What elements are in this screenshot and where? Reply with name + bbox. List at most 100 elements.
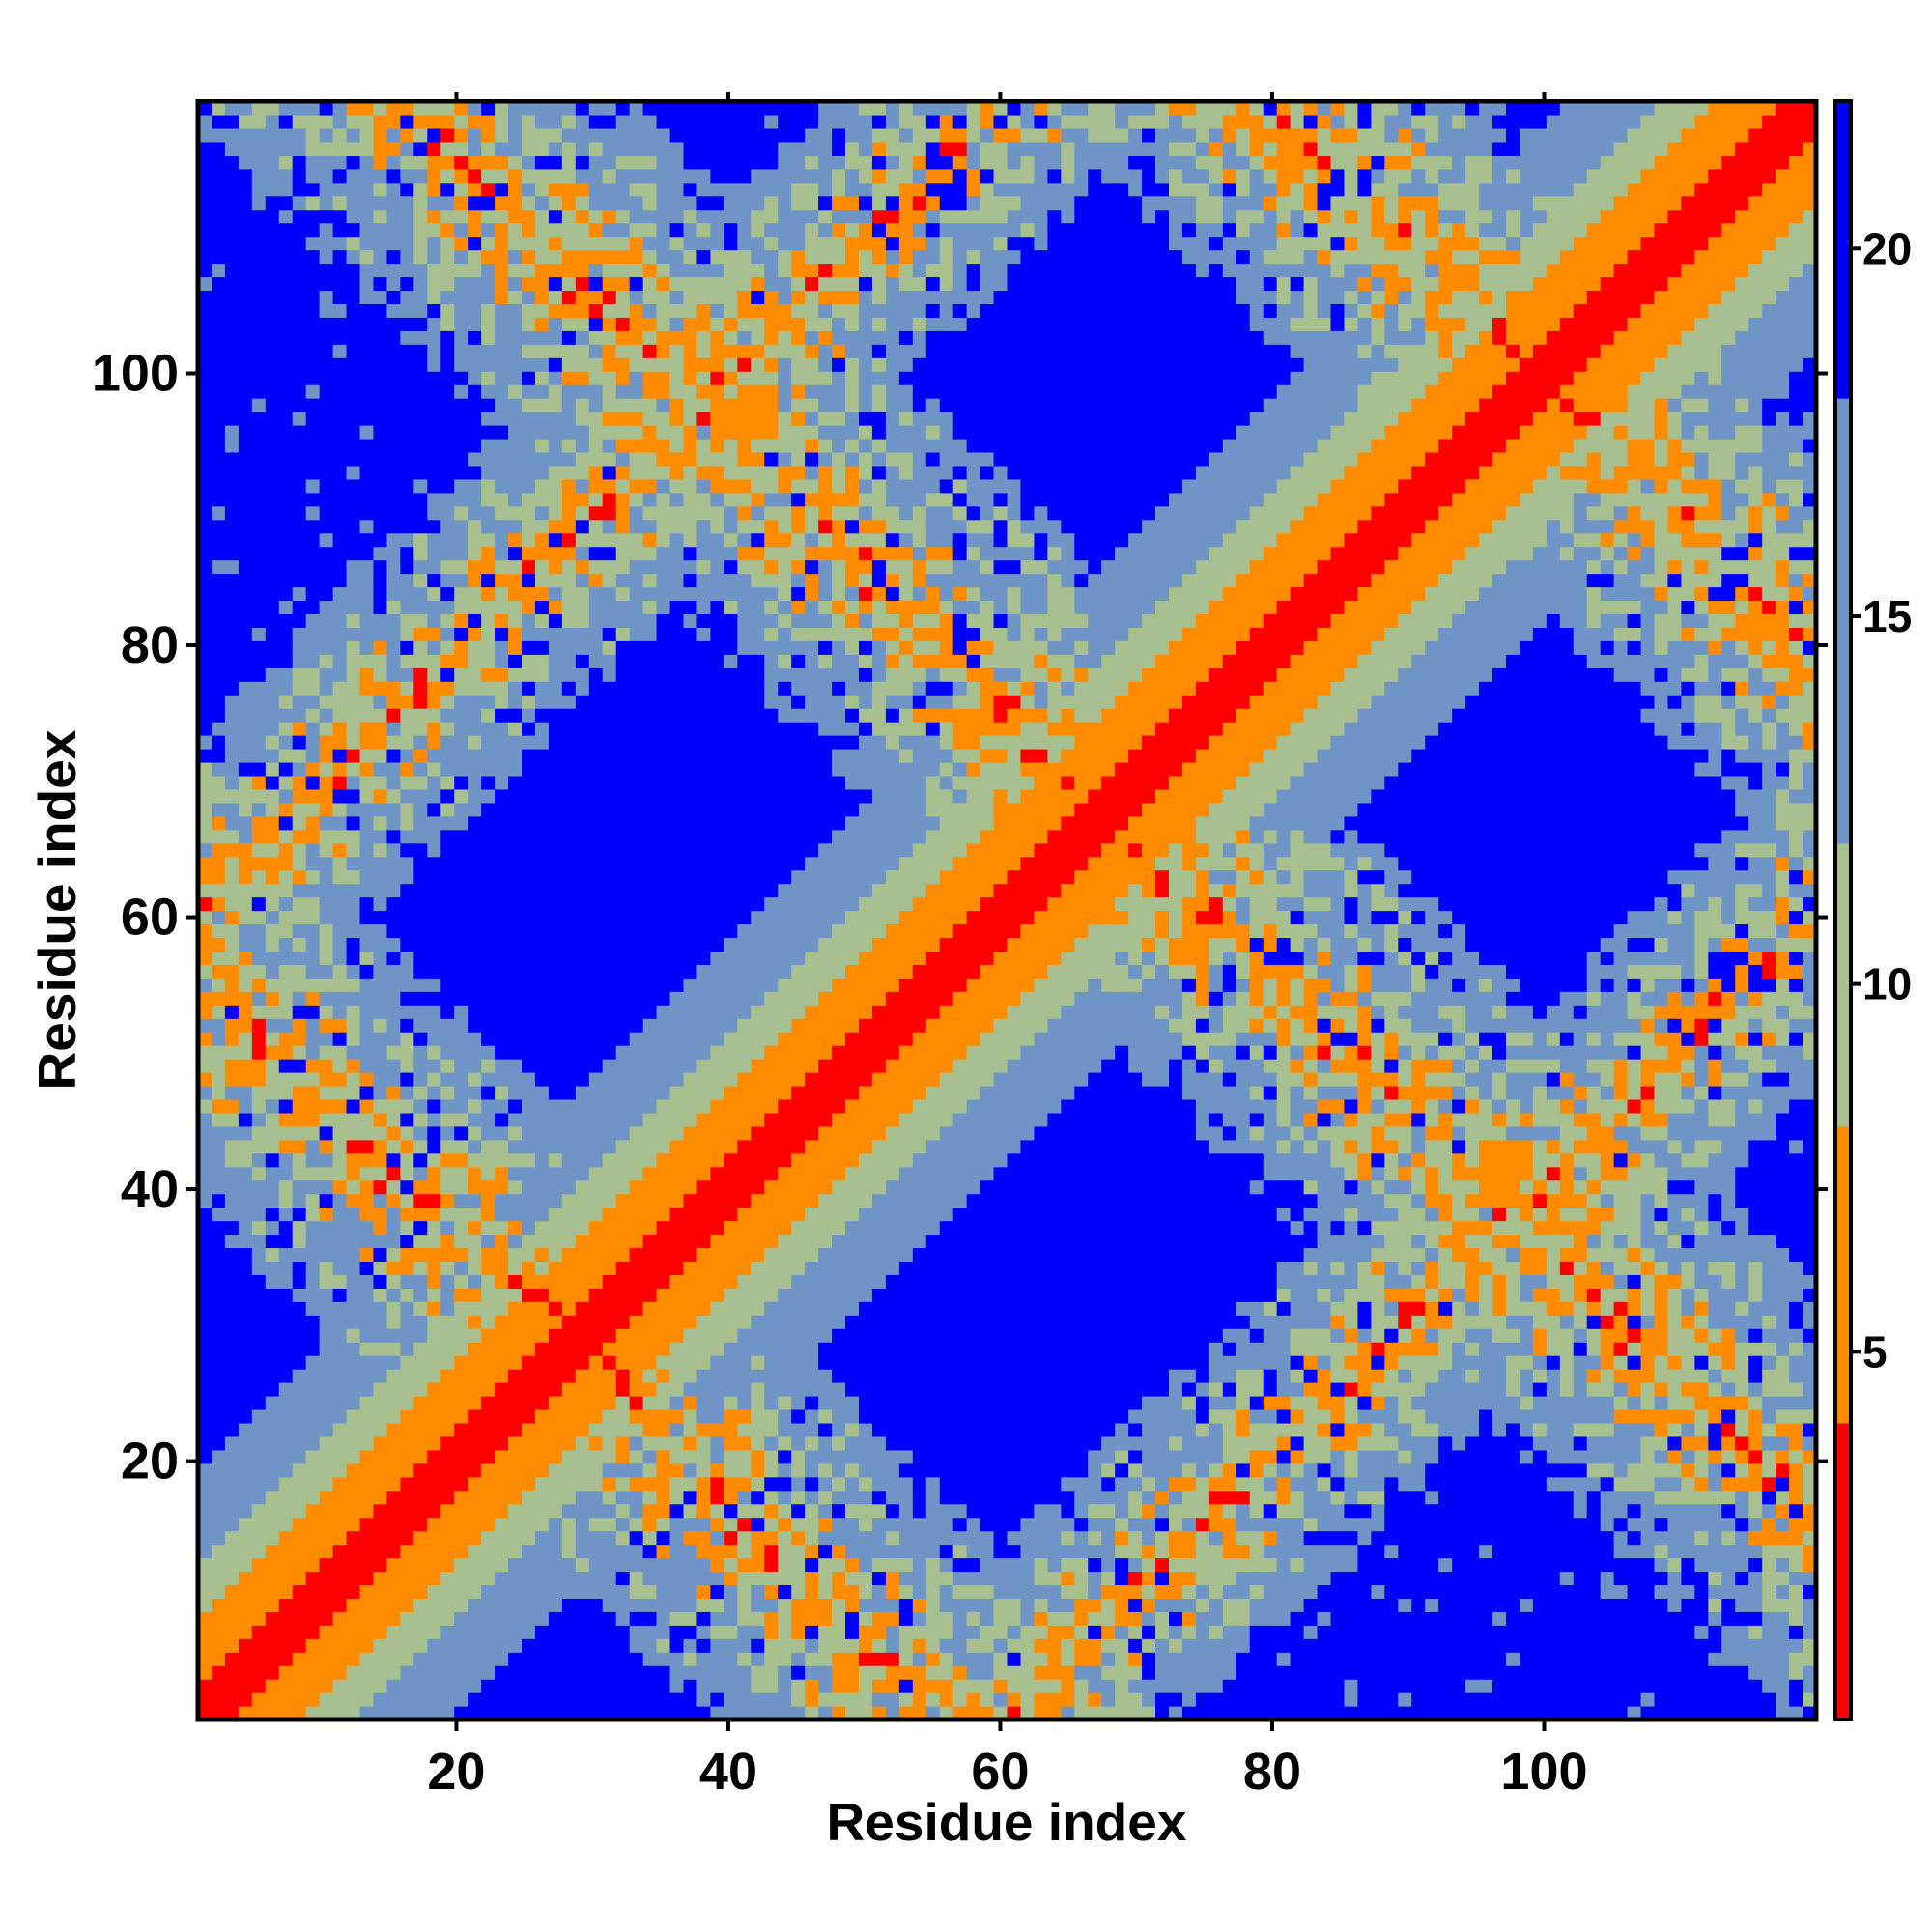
heatmap-cell [495,1611,509,1626]
heatmap-cell [319,317,334,331]
heatmap-cell [346,1503,361,1519]
heatmap-cell [656,1382,671,1397]
heatmap-cell [522,412,536,426]
heatmap-cell [575,1072,590,1087]
heatmap-cell [468,1490,482,1505]
heatmap-cell [522,586,536,602]
heatmap-cell [251,991,267,1006]
heatmap-cell [468,1625,482,1639]
heatmap-cell [413,735,428,750]
heatmap-cell [561,573,577,588]
heatmap-cell [454,1207,469,1222]
heatmap-cell [615,505,631,521]
heatmap-cell [737,1355,752,1370]
heatmap-cell [561,735,577,750]
heatmap-cell [427,883,441,898]
heatmap-cell [359,168,375,184]
heatmap-cell [427,923,441,939]
heatmap-cell [278,384,294,399]
heatmap-cell [292,559,307,575]
heatmap-cell [238,344,253,358]
heatmap-cell [386,1125,401,1141]
heatmap-cell [575,546,590,561]
heatmap-cell [305,412,321,426]
heatmap-cell [211,249,226,265]
heatmap-cell [629,532,644,548]
heatmap-cell [575,412,590,426]
heatmap-cell [468,1571,482,1586]
heatmap-cell [440,869,455,885]
heatmap-cell [224,128,240,143]
heatmap-cell [305,883,321,898]
heatmap-cell [710,829,724,844]
heatmap-cell [305,1328,321,1343]
heatmap-cell [440,761,455,777]
heatmap-cell [346,573,361,588]
heatmap-cell [548,1207,563,1222]
heatmap-cell [211,761,226,777]
heatmap-cell [224,883,240,898]
heatmap-cell [575,1679,590,1693]
heatmap-cell [495,1571,509,1586]
heatmap-cell [481,1247,496,1263]
heatmap-cell [454,708,469,723]
heatmap-cell [588,749,604,763]
heatmap-cell [588,182,604,197]
heatmap-cell [561,1435,577,1451]
heatmap-cell [454,883,469,898]
heatmap-cell [561,1125,577,1141]
heatmap-cell [602,815,617,831]
heatmap-cell [468,101,482,116]
heatmap-cell [724,330,738,345]
heatmap-cell [265,991,280,1006]
heatmap-cell [534,330,550,345]
heatmap-cell [481,128,496,143]
heatmap-cell [588,829,604,844]
heatmap-cell [373,1530,388,1546]
heatmap-cell [278,222,294,238]
heatmap-cell [346,842,361,858]
heatmap-cell [359,923,375,939]
heatmap-cell [629,249,644,265]
heatmap-cell [588,1625,604,1639]
heatmap-cell [319,398,334,412]
heatmap-cell [534,155,550,170]
heatmap-cell [669,168,685,184]
heatmap-cell [251,357,267,372]
heatmap-cell [454,735,469,750]
heatmap-cell [346,1288,361,1302]
heatmap-cell [265,1045,280,1060]
heatmap-cell [427,937,441,952]
heatmap-cell [696,371,712,385]
heatmap-cell [602,586,617,602]
heatmap-cell [305,613,321,628]
heatmap-cell [642,263,658,278]
heatmap-cell [669,209,685,224]
heatmap-cell [575,1544,590,1559]
heatmap-cell [548,532,563,548]
heatmap-cell [588,465,604,480]
heatmap-cell [440,195,455,211]
heatmap-cell [319,344,334,358]
heatmap-cell [737,1072,752,1087]
heatmap-cell [400,155,414,170]
heatmap-cell [400,1342,414,1356]
heatmap-cell [534,735,550,750]
heatmap-cell [615,1382,631,1397]
heatmap-cell [400,1355,414,1370]
heatmap-cell [737,1085,752,1100]
heatmap-cell [440,627,455,641]
heatmap-cell [669,668,685,682]
heatmap-cell [292,1085,307,1100]
heatmap-cell [305,586,321,602]
heatmap-cell [575,586,590,602]
heatmap-cell [305,344,321,358]
heatmap-cell [629,815,644,831]
heatmap-cell [561,492,577,507]
heatmap-cell [359,1152,375,1168]
heatmap-cell [615,1463,631,1478]
heatmap-cell [238,317,253,331]
heatmap-cell [319,1584,334,1599]
heatmap-cell [508,681,523,696]
heatmap-cell [602,330,617,345]
